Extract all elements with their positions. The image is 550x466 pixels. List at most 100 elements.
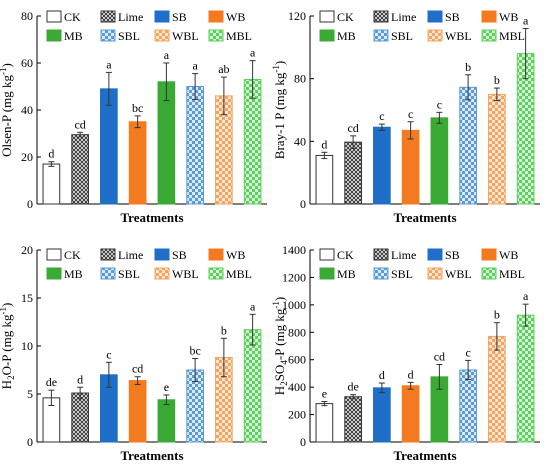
legend-label-sb: SB bbox=[172, 248, 187, 262]
error-bar-lime bbox=[77, 131, 84, 138]
error-bar-mb bbox=[163, 62, 170, 102]
legend-label-wbl: WBL bbox=[445, 267, 472, 281]
y-axis-title: Bray-1 P (mg kg-1) bbox=[271, 61, 287, 159]
error-bar-mbl bbox=[249, 313, 256, 346]
significance-label: b bbox=[494, 73, 500, 87]
bar-mbl bbox=[243, 329, 262, 443]
legend-swatch-mb bbox=[46, 29, 62, 42]
bar-lime bbox=[71, 134, 89, 205]
legend-swatch-wbl bbox=[427, 267, 443, 280]
legend-label-sb: SB bbox=[445, 10, 460, 24]
legend-swatch-sbl bbox=[373, 29, 389, 42]
legend-swatch-ck bbox=[46, 248, 62, 261]
bar-wb bbox=[401, 385, 420, 443]
bar-sb bbox=[373, 126, 391, 205]
bar-lime bbox=[344, 141, 362, 205]
significance-label: a bbox=[523, 14, 529, 28]
legend-swatch-ck bbox=[319, 10, 335, 23]
legend-label-ck: CK bbox=[64, 10, 81, 24]
bar-ck bbox=[315, 403, 334, 443]
legend-swatch-sbl bbox=[100, 267, 116, 280]
legend-swatch-wbl bbox=[427, 29, 443, 42]
legend-label-wbl: WBL bbox=[172, 29, 199, 43]
legend: CK Lime SB WB MB SBL WBL MBL bbox=[46, 10, 252, 43]
significance-label: c bbox=[465, 345, 470, 359]
y-tick-label: 40 bbox=[294, 134, 306, 148]
legend-swatch-ck bbox=[46, 10, 62, 23]
error-bar-ck bbox=[321, 401, 328, 407]
x-axis-title: Treatments bbox=[393, 448, 456, 463]
y-tick-label: 200 bbox=[288, 408, 306, 422]
legend-label-sbl: SBL bbox=[118, 267, 140, 281]
legend-swatch-mb bbox=[319, 267, 335, 280]
legend: CK Lime SB WB MB SBL WBL MBL bbox=[319, 10, 525, 43]
x-axis-title: Treatments bbox=[393, 210, 456, 225]
legend-label-mb: MB bbox=[337, 29, 356, 43]
legend-label-ck: CK bbox=[337, 10, 354, 24]
significance-label: a bbox=[192, 59, 198, 73]
y-tick-label: 60 bbox=[21, 56, 33, 70]
significance-label: c bbox=[437, 97, 442, 111]
bar-sb bbox=[100, 88, 118, 205]
bar-lime bbox=[71, 392, 89, 443]
legend-swatch-ck bbox=[319, 248, 335, 261]
legend-swatch-sb bbox=[154, 248, 170, 261]
error-bar-mb bbox=[163, 394, 170, 406]
bar-sb bbox=[373, 387, 391, 443]
legend-label-sb: SB bbox=[172, 10, 187, 24]
bar-ck bbox=[42, 163, 61, 205]
legend-label-wb: WB bbox=[226, 10, 245, 24]
y-tick-label: 15 bbox=[21, 291, 33, 305]
legend-label-sbl: SBL bbox=[118, 29, 140, 43]
legend-swatch-mbl bbox=[208, 267, 224, 280]
legend-swatch-mbl bbox=[208, 29, 224, 42]
error-bar-lime bbox=[350, 394, 357, 400]
legend-label-wb: WB bbox=[499, 10, 518, 24]
significance-label: b bbox=[465, 60, 471, 74]
y-tick-label: 1200 bbox=[282, 270, 306, 284]
significance-label: e bbox=[322, 387, 327, 401]
error-bar-mbl bbox=[522, 303, 529, 327]
legend-label-lime: Lime bbox=[391, 248, 416, 262]
significance-label: ab bbox=[218, 62, 229, 76]
y-tick-label: 80 bbox=[294, 72, 306, 86]
error-bar-mb bbox=[436, 111, 443, 124]
significance-label: c bbox=[379, 109, 384, 123]
y-tick-label: 1400 bbox=[282, 243, 306, 257]
significance-label: de bbox=[347, 380, 358, 394]
legend-swatch-lime bbox=[373, 248, 389, 261]
legend-label-mbl: MBL bbox=[499, 267, 525, 281]
chart-panel-2: 0 40 80 120 d cd c c c b b a Treatments Bray-1 P (mg … bbox=[271, 9, 540, 225]
legend-label-sb: SB bbox=[445, 248, 460, 262]
legend-label-mb: MB bbox=[64, 29, 83, 43]
legend-label-lime: Lime bbox=[118, 248, 143, 262]
error-bar-wbl bbox=[493, 87, 500, 102]
bar-wb bbox=[128, 380, 147, 443]
significance-label: a bbox=[250, 299, 256, 313]
error-bar-wb bbox=[134, 376, 141, 385]
significance-label: de bbox=[46, 375, 57, 389]
legend-swatch-sbl bbox=[100, 29, 116, 42]
error-bar-mb bbox=[436, 364, 443, 390]
legend-swatch-lime bbox=[373, 10, 389, 23]
error-bar-sb bbox=[378, 382, 385, 394]
y-axis-title: Olsen-P (mg kg-1) bbox=[0, 63, 14, 157]
legend-swatch-wbl bbox=[154, 29, 170, 42]
chart-panel-4: 0 200 400 600 800 1000 1200 1400 e de d d cd c b a Treat… bbox=[271, 243, 540, 463]
legend-label-lime: Lime bbox=[391, 10, 416, 24]
error-bar-sb bbox=[105, 361, 112, 388]
legend-label-mbl: MBL bbox=[499, 29, 525, 43]
y-tick-label: 80 bbox=[21, 9, 33, 23]
y-tick-label: 1000 bbox=[282, 298, 306, 312]
significance-label: cd bbox=[434, 350, 445, 364]
legend-label-ck: CK bbox=[64, 248, 81, 262]
significance-label: b bbox=[494, 308, 500, 322]
error-bar-mbl bbox=[522, 28, 529, 80]
error-bar-wbl bbox=[220, 76, 227, 116]
legend-swatch-wb bbox=[208, 10, 224, 23]
error-bar-sbl bbox=[192, 357, 199, 383]
significance-label: cd bbox=[132, 362, 143, 376]
bar-wbl bbox=[488, 93, 506, 205]
error-bar-sbl bbox=[465, 359, 472, 381]
